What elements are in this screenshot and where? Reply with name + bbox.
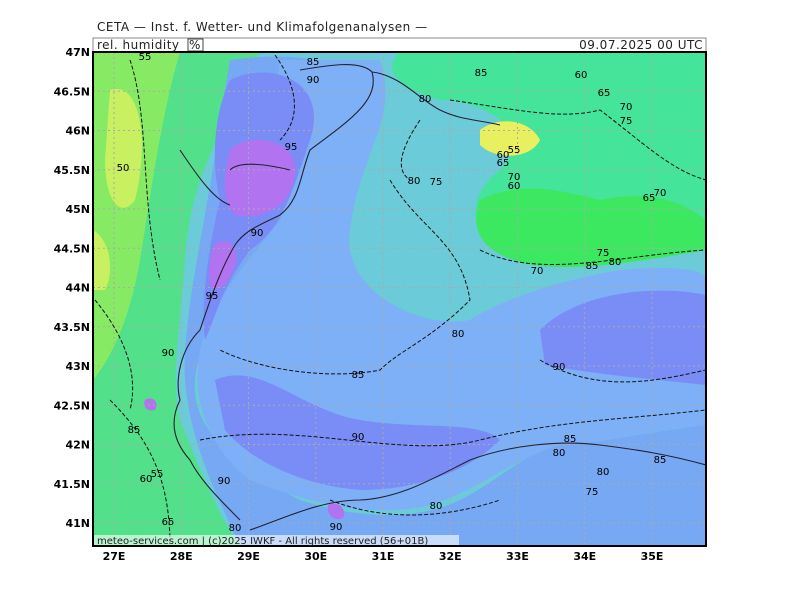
contour-label: 65 [497,158,510,169]
lon-label: 35E [641,550,664,563]
lat-label: 43.5N [54,321,90,334]
field [93,52,706,546]
contour-label: 80 [229,523,242,534]
field-85b [197,60,706,511]
contour-label: 85 [128,425,141,436]
parameter: rel. humidity [97,38,180,52]
lat-label: 46N [65,125,90,138]
contour-label: 65 [598,88,611,99]
contour-label: 75 [430,177,443,188]
contour-label: 90 [330,522,343,533]
field-90-south [215,290,706,490]
lat-label: 45.5N [54,164,90,177]
lon-label: 27E [103,550,126,563]
contour-label: 90 [352,432,365,443]
contour-label: 65 [162,517,175,528]
lon-label: 31E [372,550,395,563]
lat-label: 41.5N [54,478,90,491]
valid-time: 09.07.2025 00 UTC [579,38,703,52]
contour-label: 90 [307,75,320,86]
contour-label: 80 [408,176,421,187]
contour-label: 85 [475,68,488,79]
contour-label: 85 [654,455,667,466]
contour-lines [94,54,706,546]
contour-label: 60 [140,474,153,485]
contour-label: 55 [139,52,152,63]
lon-label: 29E [237,550,260,563]
lat-label: 47N [65,46,90,59]
contour-label: 75 [620,116,633,127]
contour-label: 95 [285,142,298,153]
contour-label: 70 [531,266,544,277]
footer-box [94,535,459,545]
contour-label: 70 [620,102,633,113]
field-green-east2 [476,188,706,268]
contour-label: 55 [508,145,521,156]
contour-label: 80 [419,94,432,105]
field-95 [144,139,345,520]
contour-label: 70 [654,188,667,199]
contour-label: 60 [508,181,521,192]
contour-label: 80 [430,501,443,512]
lon-label: 28E [170,550,193,563]
contour-label: 80 [609,257,622,268]
contour-label: 90 [218,476,231,487]
lon-label: 32E [439,550,462,563]
lat-label: 44N [65,282,90,295]
lat-label: 42.5N [54,399,90,412]
contour-label: 90 [553,362,566,373]
contour-label: 80 [553,448,566,459]
contour-label: 60 [497,150,510,161]
contour-label: 85 [586,261,599,272]
contour-label: 85 [307,57,320,68]
field-yellow-east [480,121,540,156]
lat-label: 46.5N [54,85,90,98]
contour-label: 95 [206,291,219,302]
contour-label: 75 [586,487,599,498]
map-frame [92,51,707,547]
contour-label: 90 [251,228,264,239]
footer: meteo-services.com | (c)2025 IWKF - All … [97,536,428,547]
coastline [173,64,706,531]
contour-label: 55 [151,469,164,480]
lon-label: 34E [573,550,596,563]
lat-label: 45N [65,203,90,216]
contour-label: 85 [564,434,577,445]
lat-label: 44.5N [54,242,90,255]
contour-label: 90 [162,348,175,359]
contour-label: 70 [508,172,521,183]
contour-label: 75 [597,248,610,259]
contour-label: 80 [452,329,465,340]
contour-label: 80 [597,467,610,478]
lon-label: 33E [506,550,529,563]
institute: CETA — Inst. f. Wetter- und Klimafolgena… [97,20,428,34]
field-yellow [93,88,142,291]
contour-label: 65 [643,193,656,204]
lon-label: 30E [304,550,327,563]
contour-label: 50 [117,163,130,174]
unit: % [189,38,201,52]
rivers [179,149,291,206]
lat-label: 42N [65,439,90,452]
lat-label: 43N [65,360,90,373]
contour-label: 60 [575,70,588,81]
lat-label: 41N [65,517,90,530]
contour-label: 85 [352,370,365,381]
